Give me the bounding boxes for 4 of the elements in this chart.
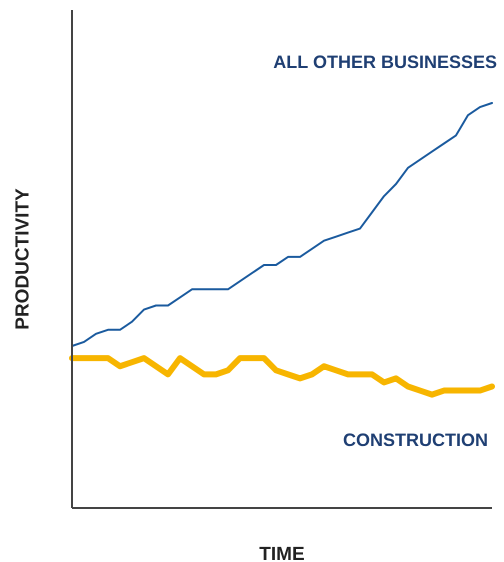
text: CONSTRUCTION bbox=[343, 430, 488, 451]
x-axis-title: TIME bbox=[259, 544, 305, 562]
y-axis-title: PRODUCTIVITY bbox=[12, 188, 34, 330]
series-label: ALL OTHER BUSINESSES bbox=[273, 52, 497, 73]
